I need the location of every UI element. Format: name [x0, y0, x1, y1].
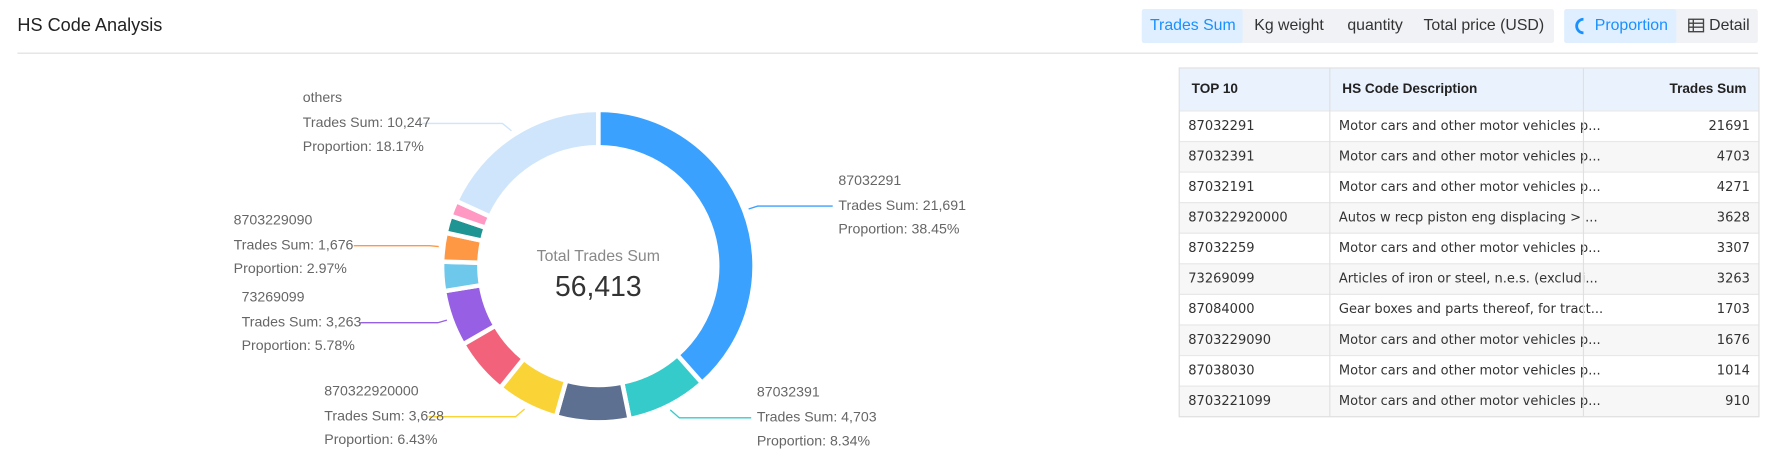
callout-proportion: Proportion: 6.43% [324, 431, 438, 447]
callout-line [428, 408, 526, 418]
table-cell: 1014 [1717, 363, 1750, 378]
callout-proportion: Proportion: 2.97% [234, 260, 348, 276]
callout-value: Trades Sum: 10,247 [303, 114, 431, 130]
table-cell: Gear boxes and parts thereof, for tract.… [1339, 302, 1603, 317]
table-cell: 73269099 [1188, 272, 1254, 287]
center-total: 56,413 [555, 270, 642, 302]
pie-slice [439, 259, 484, 294]
table-cell: Motor cars and other motor vehicles p... [1339, 394, 1601, 409]
callout-line [748, 205, 833, 210]
callout-line [353, 245, 439, 248]
table-header-bg [1179, 67, 1759, 111]
table-cell: Motor cars and other motor vehicles p... [1339, 363, 1601, 378]
table-border [1178, 67, 1760, 418]
pie-slice [553, 377, 633, 425]
table-cell: 8703229090 [1188, 333, 1271, 348]
callout-proportion: Proportion: 5.78% [242, 337, 356, 353]
page-title: HS Code Analysis [17, 15, 162, 35]
table-cell: 4271 [1717, 180, 1750, 195]
table-row-bg [1178, 354, 1760, 387]
table-cell: 910 [1725, 394, 1750, 409]
callout-proportion: Proportion: 18.17% [303, 138, 424, 154]
table-header: TOP 10 [1192, 81, 1238, 96]
table-cell: 87032291 [1188, 119, 1254, 134]
view-button[interactable]: Detail [1709, 17, 1750, 34]
callout-value: Trades Sum: 1,676 [234, 236, 354, 252]
callout-name: 73269099 [242, 289, 305, 305]
table-header: Trades Sum [1670, 81, 1747, 96]
callout-name: 870322920000 [324, 383, 419, 399]
view-button[interactable]: Proportion [1595, 17, 1668, 34]
table-cell: 1703 [1717, 302, 1750, 317]
callout-value: Trades Sum: 21,691 [838, 197, 966, 213]
callout-value: Trades Sum: 3,628 [324, 407, 444, 423]
table-cell: Articles of iron or steel, n.e.s. (exclu… [1339, 272, 1598, 287]
callout-line [360, 319, 448, 324]
table-cell: Motor cars and other motor vehicles p... [1339, 149, 1601, 164]
callout-line [421, 122, 512, 132]
table-cell: 3628 [1717, 210, 1750, 225]
callout-proportion: Proportion: 38.45% [838, 221, 959, 237]
table: 87032291 Motor cars and other motor vehic… [1178, 67, 1760, 418]
callout-name: 8703229090 [234, 212, 313, 228]
tab[interactable]: Kg weight [1254, 17, 1324, 34]
tab[interactable]: Trades Sum [1150, 17, 1236, 34]
table-cell: Motor cars and other motor vehicles p... [1339, 333, 1601, 348]
table-cell: 87038030 [1188, 363, 1254, 378]
callout-name: others [303, 89, 342, 105]
table-row-bg [1178, 385, 1760, 418]
callout-value: Trades Sum: 4,703 [757, 409, 877, 425]
tab-bar [1141, 9, 1555, 44]
callout-proportion: Proportion: 8.34% [757, 432, 871, 448]
callout-line [669, 409, 752, 419]
table-header: HS Code Description [1342, 81, 1477, 96]
table-cell: 87032191 [1188, 180, 1254, 195]
callout-name: 87032391 [757, 384, 820, 400]
active-view-bg [1564, 9, 1677, 44]
pie-slice [453, 107, 601, 220]
table-cell: Autos w recp piston eng displacing > ... [1339, 210, 1598, 225]
callout-value: Trades Sum: 3,263 [242, 313, 362, 329]
table-cell: 8703221099 [1188, 394, 1271, 409]
table-cell: Motor cars and other motor vehicles p... [1339, 180, 1601, 195]
active-tab-bg [1141, 9, 1243, 44]
callout-name: 87032291 [838, 172, 901, 188]
table-cell: 87032259 [1188, 241, 1254, 256]
table-cell: 4703 [1717, 149, 1750, 164]
table-cell: Motor cars and other motor vehicles p... [1339, 241, 1601, 256]
table-cell: 870322920000 [1188, 210, 1287, 225]
table-cell: 21691 [1709, 119, 1750, 134]
table-cell: 3307 [1717, 241, 1750, 256]
table-cell: 3263 [1717, 272, 1750, 287]
tab[interactable]: quantity [1347, 17, 1403, 34]
table-cell: 1676 [1717, 333, 1750, 348]
table-cell: Motor cars and other motor vehicles p... [1339, 119, 1601, 134]
detail-icon [1688, 18, 1705, 33]
tab[interactable]: Total price (USD) [1424, 17, 1545, 34]
table-cell: 87032391 [1188, 149, 1254, 164]
center-label: Total Trades Sum [537, 248, 660, 265]
table-cell: 87084000 [1188, 302, 1254, 317]
proportion-icon [1575, 17, 1584, 35]
pie-slice [596, 107, 757, 387]
